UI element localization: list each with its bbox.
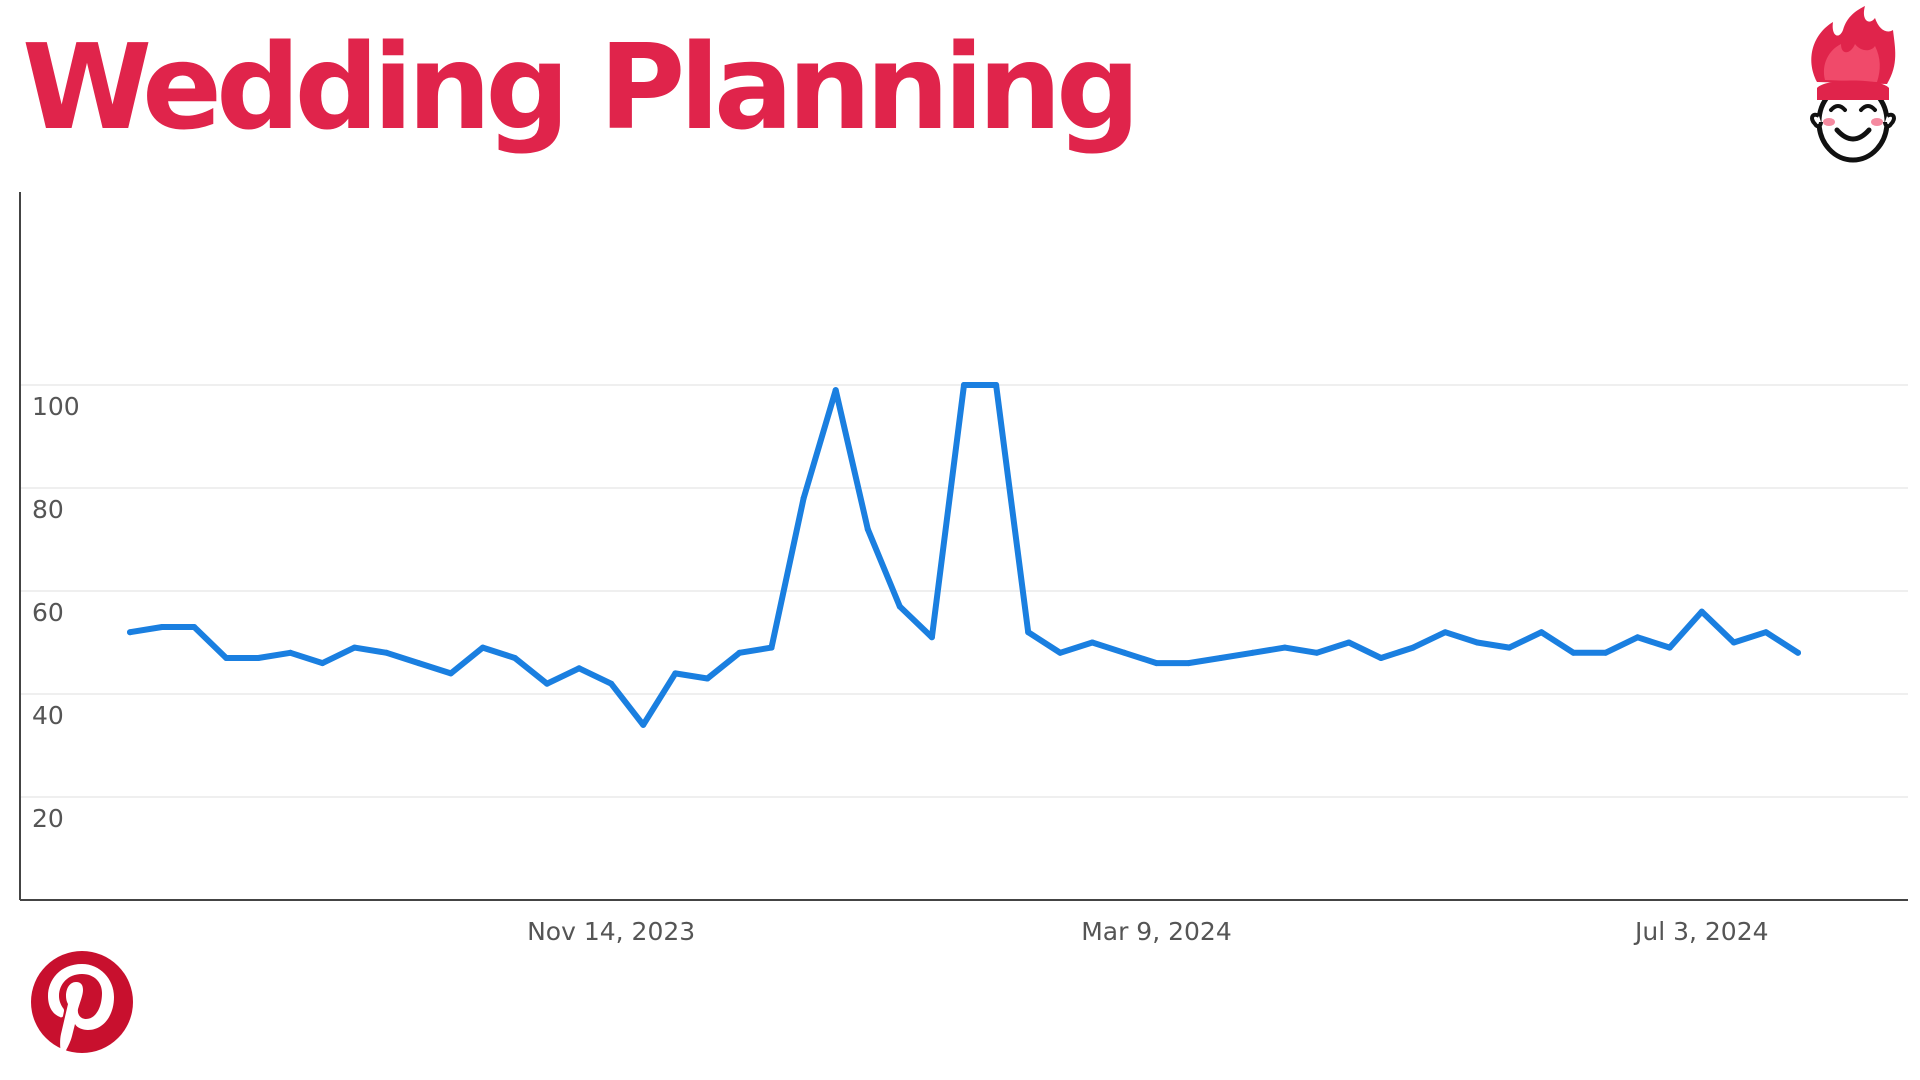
- series-line: [127, 382, 1801, 728]
- data-point: [672, 670, 679, 677]
- data-point: [1410, 644, 1417, 651]
- data-point: [608, 680, 615, 687]
- data-point: [961, 382, 967, 388]
- data-point: [383, 649, 390, 656]
- data-point: [223, 655, 230, 661]
- data-point: [704, 675, 711, 682]
- data-point: [1313, 649, 1320, 656]
- data-point: [159, 624, 166, 630]
- data-point: [1153, 660, 1160, 667]
- data-point: [1730, 639, 1737, 646]
- data-point: [736, 649, 743, 656]
- data-point: [544, 680, 550, 687]
- data-point: [1345, 639, 1352, 646]
- data-point: [1378, 655, 1384, 661]
- data-point: [1089, 639, 1096, 646]
- data-point: [1570, 649, 1577, 656]
- data-point: [447, 670, 454, 677]
- data-point: [1506, 644, 1513, 651]
- data-point: [1698, 608, 1705, 615]
- data-point: [576, 665, 583, 672]
- data-point: [1795, 649, 1801, 656]
- flame-hair-mascot-icon: [1810, 6, 1896, 163]
- data-point: [287, 649, 294, 656]
- y-tick-label: 80: [32, 495, 64, 524]
- data-point: [1185, 660, 1192, 667]
- data-point: [1762, 629, 1769, 636]
- data-point: [1057, 649, 1064, 656]
- data-point: [896, 603, 903, 610]
- data-point: [127, 629, 133, 636]
- data-point: [319, 660, 326, 667]
- x-tick-label: Jul 3, 2024: [1633, 917, 1769, 946]
- data-point: [1634, 634, 1641, 641]
- data-point: [1474, 639, 1481, 646]
- data-point: [511, 655, 518, 661]
- data-point: [864, 526, 871, 533]
- data-point: [640, 721, 647, 728]
- y-tick-label: 100: [32, 392, 80, 421]
- y-tick-label: 60: [32, 598, 64, 627]
- x-tick-label: Mar 9, 2024: [1081, 917, 1232, 946]
- data-point: [1249, 649, 1256, 656]
- x-tick-label: Nov 14, 2023: [527, 917, 695, 946]
- y-tick-label: 20: [32, 804, 64, 833]
- data-point: [1442, 629, 1449, 636]
- y-tick-label: 40: [32, 701, 64, 730]
- data-point: [1121, 649, 1128, 656]
- data-point: [1666, 644, 1673, 651]
- data-point: [191, 624, 198, 630]
- pinterest-logo-icon: [31, 951, 133, 1054]
- data-point: [479, 644, 486, 651]
- page-title: Wedding Planning: [22, 18, 1140, 156]
- data-point: [415, 660, 422, 667]
- data-point: [1602, 649, 1609, 656]
- data-point: [928, 634, 935, 641]
- data-point: [768, 644, 775, 651]
- data-point: [1217, 655, 1224, 661]
- data-point: [351, 644, 358, 651]
- data-point: [1538, 629, 1545, 636]
- data-point: [255, 655, 262, 661]
- data-point: [1281, 644, 1288, 651]
- data-point: [1025, 629, 1032, 636]
- data-point: [800, 495, 807, 502]
- data-point: [993, 382, 1000, 388]
- data-point: [832, 387, 839, 394]
